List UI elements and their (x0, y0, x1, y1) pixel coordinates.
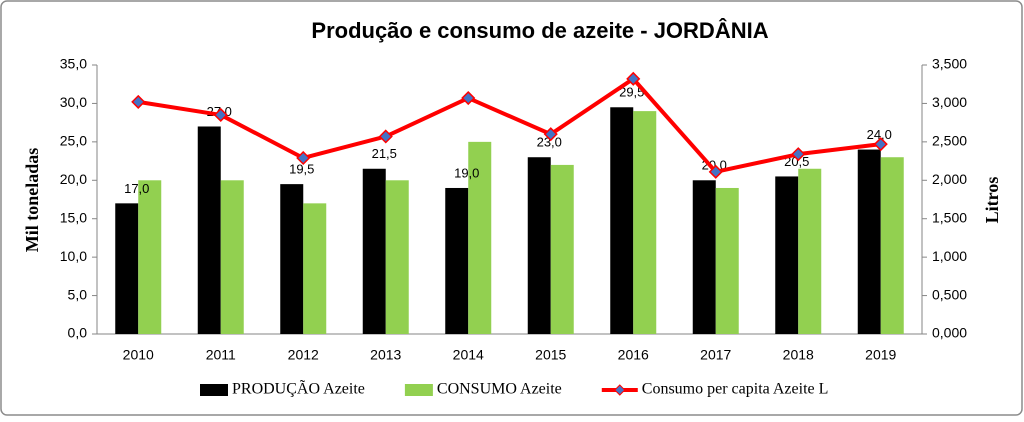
bar (362, 168, 386, 334)
chart-title: Produção e consumo de azeite - JORDÂNIA (311, 18, 768, 43)
line-marker (131, 94, 146, 109)
bar (220, 180, 244, 334)
y2-tick-label: 3,500 (932, 56, 967, 72)
legend-swatch (200, 384, 228, 396)
bar (303, 203, 327, 334)
y-tick-label: 10,0 (60, 248, 87, 264)
legend-marker (614, 384, 626, 396)
y2-tick-label: 1,000 (932, 248, 967, 264)
x-tick-label: 2010 (123, 347, 154, 363)
bar (550, 164, 574, 334)
y-tick-label: 20,0 (60, 171, 87, 187)
bar (385, 180, 409, 334)
legend-label: Consumo per capita Azeite L (642, 381, 829, 398)
line-marker (213, 107, 228, 123)
line-marker (543, 127, 558, 142)
line-marker (626, 71, 641, 86)
y2-tick-label: 2,000 (932, 171, 967, 187)
y-tick-label: 30,0 (60, 94, 87, 110)
bar (692, 180, 716, 334)
bar (715, 187, 739, 334)
line-marker (873, 137, 888, 152)
bar (197, 126, 221, 334)
bar (445, 187, 469, 334)
bar (138, 180, 162, 334)
data-label: 23,0 (537, 135, 562, 150)
bar (527, 157, 551, 334)
line-marker (791, 147, 806, 162)
x-tick-label: 2014 (453, 347, 484, 363)
y2-tick-label: 0,500 (932, 286, 967, 302)
y2-tick-label: 2,500 (932, 133, 967, 149)
line-marker (296, 150, 311, 166)
y-axis-title: Mil toneladas (22, 148, 42, 253)
x-tick-label: 2011 (206, 347, 236, 363)
data-label: 24,0 (867, 127, 892, 142)
line-marker (378, 129, 393, 144)
line-marker (708, 164, 723, 179)
bar (468, 141, 492, 334)
y2-tick-label: 1,500 (932, 209, 967, 225)
y2-tick-label: 3,000 (932, 94, 967, 110)
y2-axis-title: Litros (982, 177, 1002, 224)
line (137, 76, 881, 174)
x-tick-label: 2017 (700, 347, 731, 363)
x-tick-label: 2019 (865, 347, 896, 363)
x-tick-label: 2016 (618, 347, 649, 363)
x-tick-label: 2013 (370, 347, 401, 363)
bar (857, 149, 881, 334)
y-tick-label: 25,0 (60, 133, 87, 149)
data-label: 19,0 (454, 165, 479, 180)
bar (280, 184, 304, 334)
legend-label: CONSUMO Azeite (437, 381, 562, 398)
y-tick-label: 35,0 (60, 56, 87, 72)
y-tick-label: 5,0 (68, 286, 88, 302)
y-tick-label: 0,0 (68, 325, 88, 341)
line-marker (461, 90, 476, 106)
y2-tick-label: 0,000 (932, 325, 967, 341)
data-label: 17,0 (124, 181, 149, 196)
bar (115, 203, 139, 334)
data-label: 29,5 (619, 85, 644, 100)
bar (775, 176, 799, 334)
data-label: 21,5 (372, 146, 397, 161)
legend-swatch (404, 384, 433, 396)
x-tick-label: 2018 (783, 347, 814, 363)
bar (798, 168, 822, 334)
x-tick-label: 2012 (288, 347, 319, 363)
bar (610, 107, 634, 335)
data-label: 19,5 (289, 162, 314, 177)
bar (633, 111, 657, 334)
y-tick-label: 15,0 (60, 209, 87, 225)
legend-label: PRODUÇÃO Azeite (232, 380, 365, 398)
x-tick-label: 2015 (535, 347, 566, 363)
bar (880, 157, 904, 334)
